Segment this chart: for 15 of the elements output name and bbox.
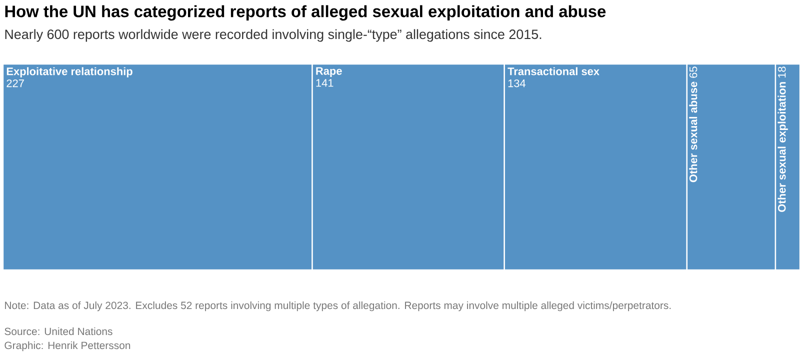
text: How the UN has categorized reports of alleged sexual exploitation and abuse [5,5,606,21]
data-label: 141 [316,79,334,87]
data-label: 65 [689,66,698,78]
category-label: Exploitative relationship [6,67,132,78]
data-label: 18 [778,66,786,78]
data-label: 227 [6,79,24,88]
category-label: Rape [316,67,342,77]
category-label: Other sexual abuse [689,82,698,182]
category-label: Transactional sex [508,67,600,76]
category-label: Other sexual exploitation [778,82,788,212]
text: Note: Data as of July 2023. Excludes 52 reports involving multiple types of allegation. Reports may involve multiple alleged victims/perpetrators. [5,301,671,312]
data-label: 134 [508,79,526,88]
source-note: Source: United Nations [4,327,112,336]
text: Nearly 600 reports worldwide were recorded involving single-“type” allegations since 2015. [5,29,542,42]
text: Graphic: Henrik Pettersson [4,341,130,352]
